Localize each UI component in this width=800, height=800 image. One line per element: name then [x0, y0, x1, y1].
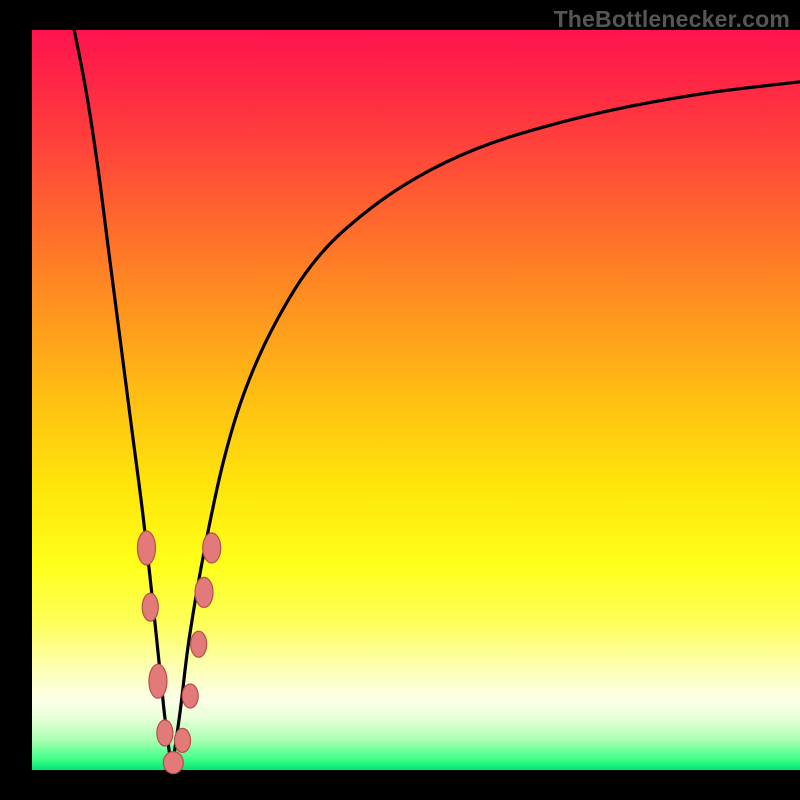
data-marker — [182, 684, 198, 708]
data-marker — [203, 533, 221, 563]
watermark-text: TheBottlenecker.com — [554, 6, 790, 33]
data-marker — [149, 664, 167, 698]
data-marker — [142, 593, 158, 621]
chart-canvas: TheBottlenecker.com — [0, 0, 800, 800]
data-marker — [191, 631, 207, 657]
curve-layer — [0, 0, 800, 800]
data-marker — [157, 720, 173, 746]
data-marker — [195, 577, 213, 607]
curve-left-branch — [74, 30, 172, 770]
curve-right-branch — [172, 82, 800, 770]
data-marker — [137, 531, 155, 565]
data-marker — [163, 752, 183, 774]
data-marker — [175, 728, 191, 752]
